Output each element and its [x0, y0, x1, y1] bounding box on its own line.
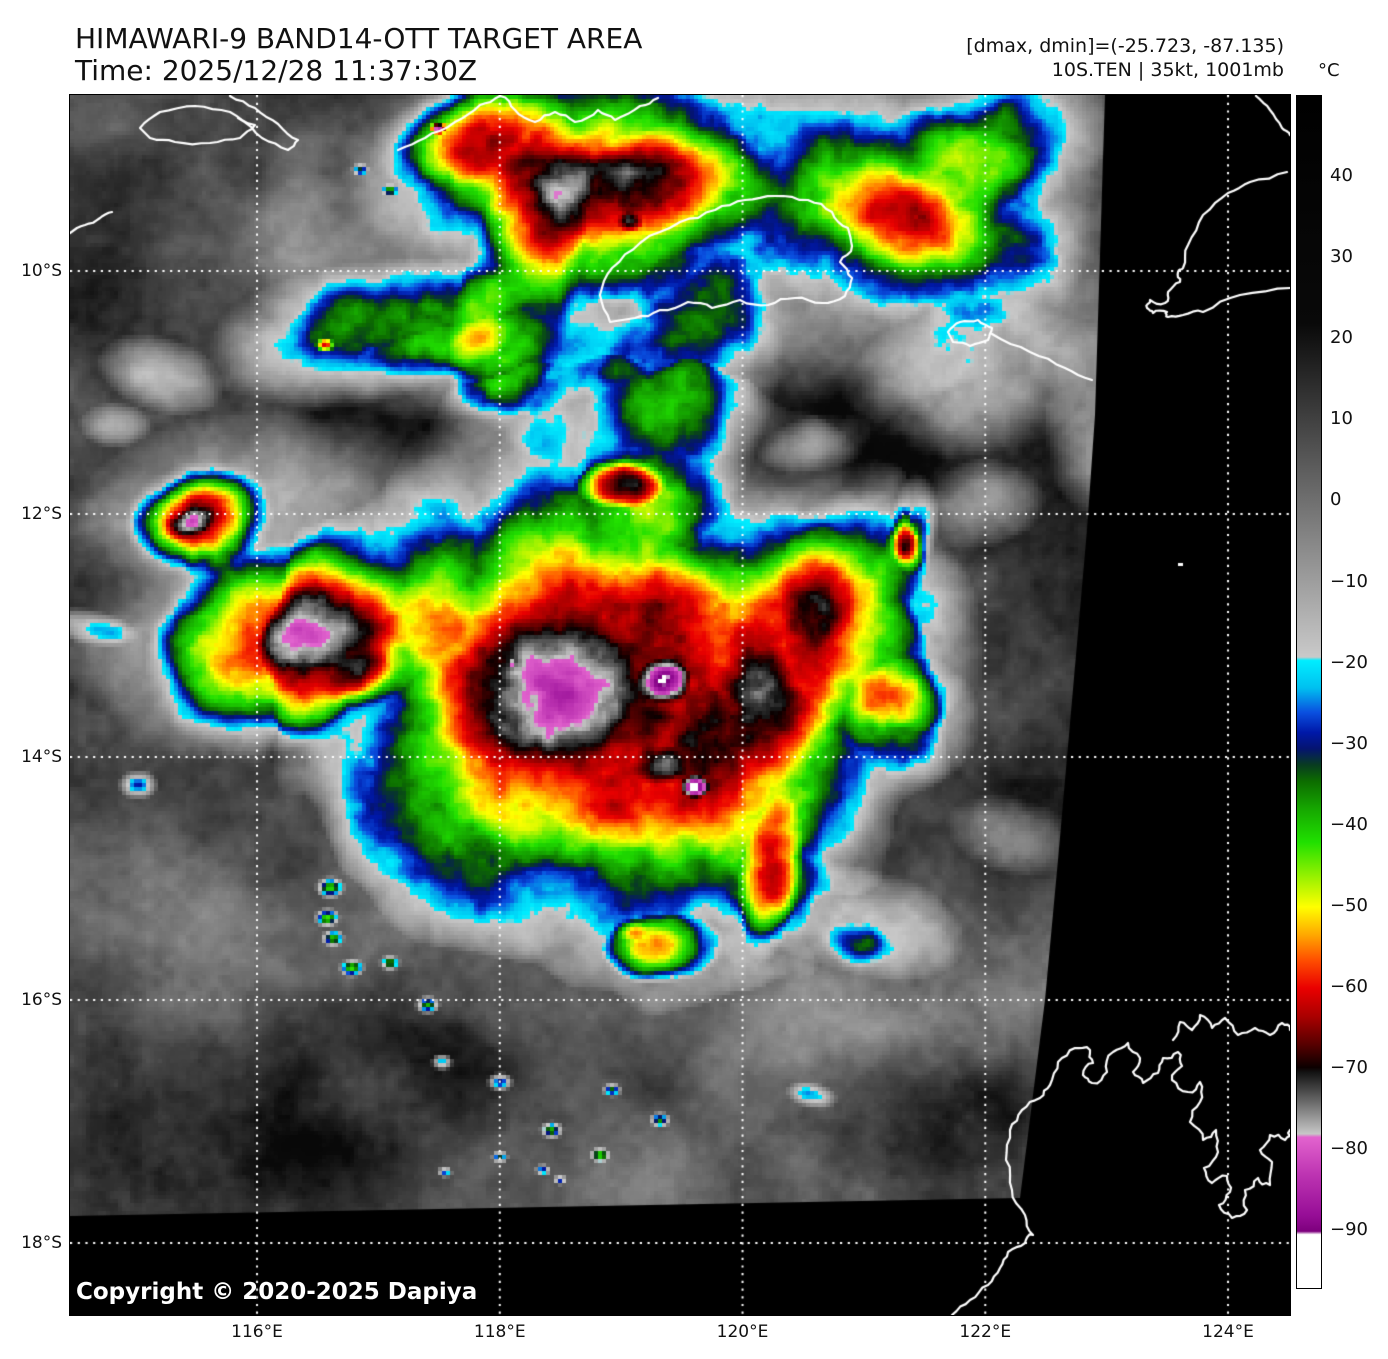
lat-tick-label: 16°S: [21, 990, 62, 1011]
satellite-image: [70, 95, 1290, 1315]
lat-tick-label: 10°S: [21, 261, 62, 282]
colorbar-tick-label: −40: [1330, 813, 1368, 835]
colorbar-tick-label: −90: [1330, 1219, 1368, 1241]
colorbar-tick-label: 30: [1330, 246, 1353, 268]
colorbar: [1296, 95, 1322, 1289]
colorbar-tick-label: −70: [1330, 1057, 1368, 1079]
colorbar-tick-label: −60: [1330, 975, 1368, 997]
lat-tick-label: 18°S: [21, 1233, 62, 1254]
timestamp-label: Time: 2025/12/28 11:37:30Z: [75, 54, 478, 87]
colorbar-tick-label: −50: [1330, 894, 1368, 916]
lat-tick-label: 12°S: [21, 504, 62, 525]
lat-tick-label: 14°S: [21, 747, 62, 768]
lon-tick-label: 124°E: [1202, 1322, 1254, 1342]
colorbar-tick-label: 40: [1330, 165, 1353, 187]
colorbar-tick-label: −30: [1330, 732, 1368, 754]
lon-tick-label: 116°E: [231, 1322, 283, 1342]
lon-tick-label: 122°E: [959, 1322, 1012, 1342]
copyright-label: Copyright © 2020-2025 Dapiya: [76, 1279, 478, 1305]
colorbar-unit-label: °C: [1318, 60, 1340, 81]
colorbar-tick-label: −20: [1330, 651, 1368, 673]
colorbar-tick-label: 20: [1330, 327, 1353, 349]
dmax-dmin-label: [dmax, dmin]=(-25.723, -87.135): [966, 35, 1284, 57]
lon-tick-label: 120°E: [716, 1322, 769, 1342]
lon-tick-label: 118°E: [473, 1322, 526, 1342]
colorbar-tick-label: 0: [1330, 489, 1342, 511]
colorbar-tick-label: −80: [1330, 1138, 1368, 1160]
colorbar-tick-label: −10: [1330, 570, 1368, 592]
storm-info-label: 10S.TEN | 35kt, 1001mb: [1051, 59, 1284, 81]
colorbar-tick-label: 10: [1330, 408, 1353, 430]
map-plot-area: [69, 94, 1291, 1316]
page-title: HIMAWARI-9 BAND14-OTT TARGET AREA: [75, 22, 643, 55]
